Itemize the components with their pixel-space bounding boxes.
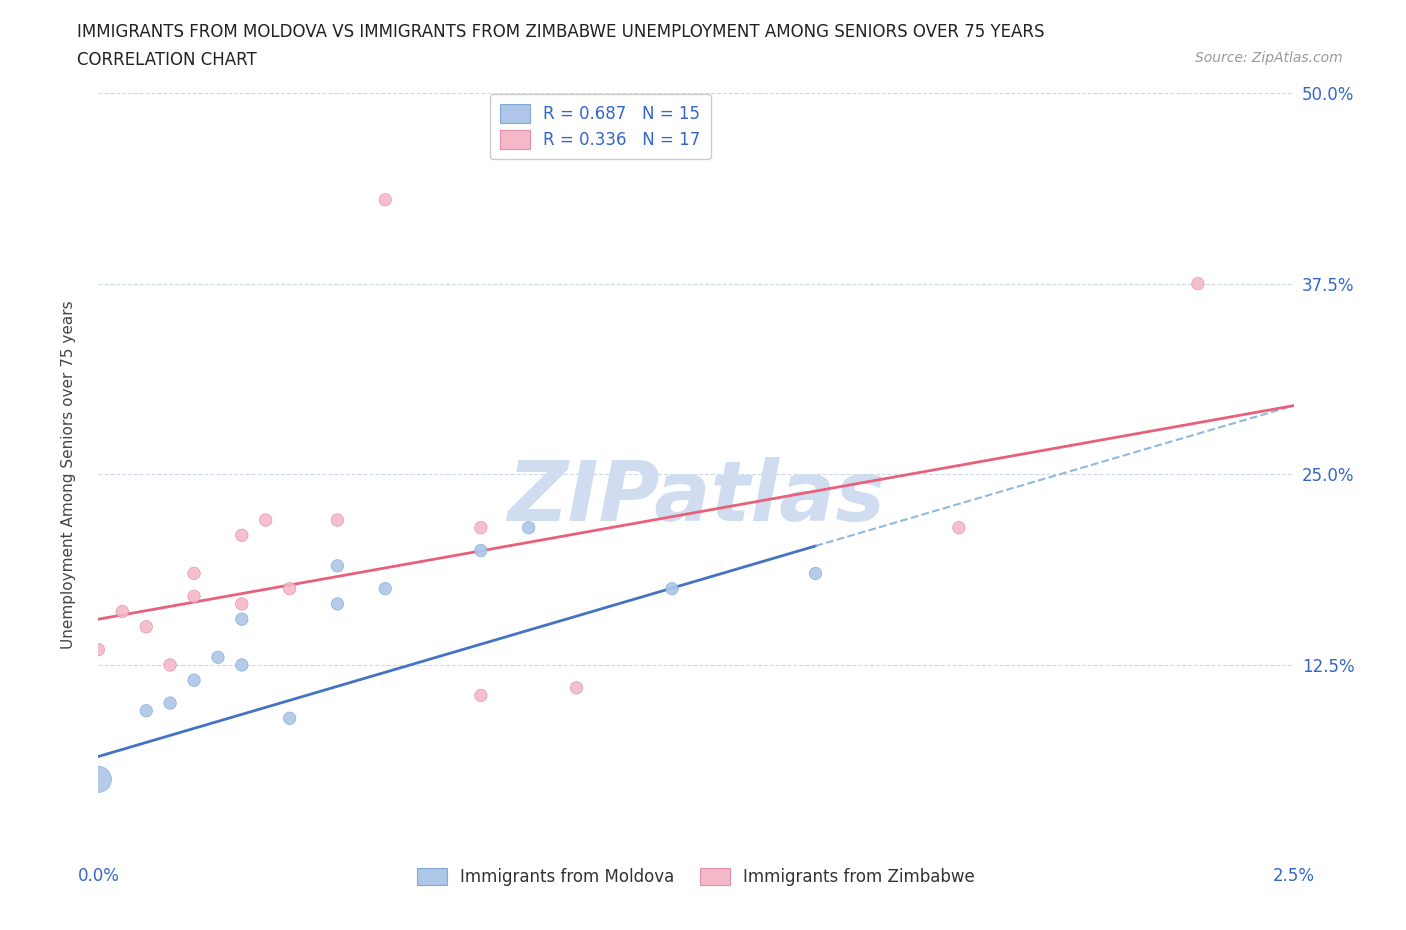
Point [111, 604, 134, 619]
Point [183, 672, 205, 687]
Point [326, 596, 349, 611]
Point [135, 703, 157, 718]
Point [517, 520, 540, 535]
Point [254, 512, 277, 527]
Point [278, 711, 301, 725]
Point [948, 520, 970, 535]
Point [470, 543, 492, 558]
Text: IMMIGRANTS FROM MOLDOVA VS IMMIGRANTS FROM ZIMBABWE UNEMPLOYMENT AMONG SENIORS O: IMMIGRANTS FROM MOLDOVA VS IMMIGRANTS FR… [77, 23, 1045, 41]
Point [231, 528, 253, 543]
Point [87, 772, 110, 787]
Point [804, 566, 827, 581]
Point [231, 658, 253, 672]
Y-axis label: Unemployment Among Seniors over 75 years: Unemployment Among Seniors over 75 years [62, 300, 76, 648]
Point [183, 589, 205, 604]
Point [374, 581, 396, 596]
Point [231, 596, 253, 611]
Point [159, 696, 181, 711]
Point [326, 512, 349, 527]
Point [183, 566, 205, 581]
Point [159, 658, 181, 672]
Text: ZIPatlas: ZIPatlas [508, 457, 884, 538]
Point [470, 688, 492, 703]
Text: Source: ZipAtlas.com: Source: ZipAtlas.com [1195, 51, 1343, 65]
Point [374, 193, 396, 207]
Point [661, 581, 683, 596]
Text: CORRELATION CHART: CORRELATION CHART [77, 51, 257, 69]
Point [565, 681, 588, 696]
Point [87, 643, 110, 658]
Point [326, 558, 349, 573]
Point [135, 619, 157, 634]
Point [278, 581, 301, 596]
Point [231, 612, 253, 627]
Point [1187, 276, 1209, 291]
Legend: Immigrants from Moldova, Immigrants from Zimbabwe: Immigrants from Moldova, Immigrants from… [411, 861, 981, 893]
Point [470, 520, 492, 535]
Point [207, 650, 229, 665]
